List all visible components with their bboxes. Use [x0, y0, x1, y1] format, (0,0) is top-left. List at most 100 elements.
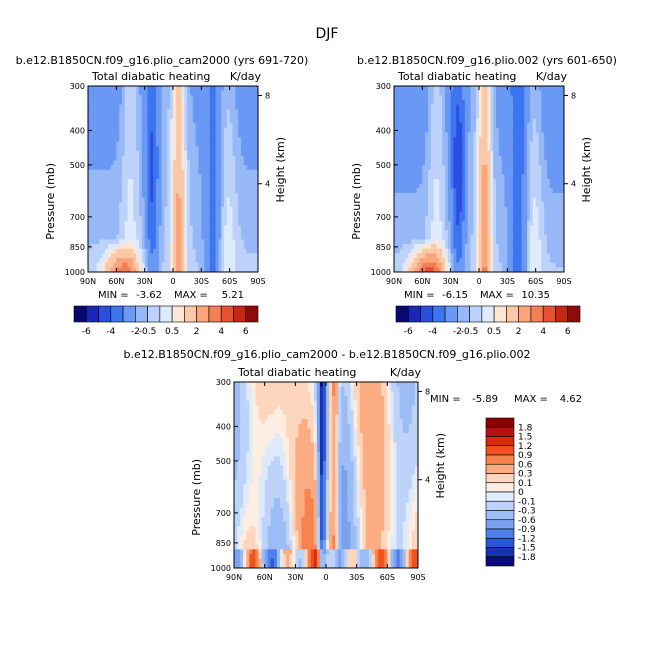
- field-cell: [90, 258, 95, 264]
- field-cell: [192, 225, 197, 231]
- field-cell: [181, 262, 185, 268]
- field-cell: [173, 192, 177, 198]
- field-cell: [396, 211, 401, 217]
- field-cell: [88, 253, 92, 259]
- field-cell: [249, 188, 253, 194]
- field-cell: [93, 123, 97, 129]
- field-cell: [535, 165, 539, 171]
- field-cell: [496, 206, 500, 212]
- field-cell: [462, 151, 466, 157]
- field-cell: [430, 192, 435, 198]
- field-cell: [549, 99, 554, 105]
- field-cell: [99, 118, 103, 124]
- field-cell: [394, 90, 398, 96]
- field-cell: [119, 258, 123, 264]
- field-cell: [144, 174, 148, 180]
- field-cell: [439, 104, 443, 110]
- field-cell: [116, 258, 120, 264]
- field-cell: [241, 146, 245, 152]
- field-cell: [498, 267, 503, 272]
- field-cell: [513, 202, 517, 208]
- field-cell: [96, 141, 100, 147]
- field-cell: [558, 86, 562, 92]
- field-cell: [102, 86, 106, 92]
- x-tick-label: 60N: [414, 277, 430, 286]
- field-cell: [558, 179, 562, 185]
- field-cell: [515, 230, 520, 236]
- field-cell: [116, 90, 120, 96]
- field-cell: [422, 248, 426, 254]
- field-cell: [212, 86, 216, 92]
- field-cell: [127, 216, 131, 222]
- field-cell: [501, 248, 505, 254]
- field-cell: [201, 160, 205, 166]
- field-cell: [133, 174, 137, 180]
- field-cell: [139, 192, 143, 198]
- field-cell: [445, 267, 449, 272]
- field-cell: [167, 160, 171, 166]
- field-cell: [547, 113, 551, 119]
- field-cell: [501, 109, 505, 115]
- field-cell: [161, 253, 165, 259]
- field-cell: [88, 118, 92, 124]
- field-cell: [496, 267, 500, 272]
- field-cell: [447, 118, 452, 124]
- field-cell: [513, 230, 517, 236]
- field-cell: [139, 109, 143, 115]
- field-cell: [394, 109, 398, 115]
- field-cell: [207, 188, 211, 194]
- field-cell: [558, 118, 562, 124]
- field-cell: [549, 244, 554, 250]
- field-cell: [547, 109, 551, 115]
- field-cell: [201, 132, 205, 138]
- field-cell: [201, 248, 205, 254]
- field-cell: [535, 244, 539, 250]
- field-cell: [467, 202, 471, 208]
- field-cell: [150, 104, 154, 110]
- field-cell: [555, 267, 559, 272]
- field-cell: [541, 99, 545, 105]
- field-cell: [201, 146, 205, 152]
- field-cell: [487, 155, 491, 161]
- field-cell: [192, 230, 197, 236]
- field-cell: [167, 220, 171, 226]
- field-cell: [212, 160, 216, 166]
- field-cell: [99, 113, 103, 119]
- field-cell: [153, 86, 157, 92]
- field-cell: [147, 104, 151, 110]
- field-cell: [405, 141, 409, 147]
- field-cell: [235, 179, 239, 185]
- field-cell: [184, 192, 188, 198]
- field-cell: [124, 137, 129, 143]
- field-cell: [396, 169, 401, 175]
- field-cell: [207, 192, 211, 198]
- field-cell: [433, 188, 437, 194]
- field-cell: [484, 160, 488, 166]
- field-cell: [224, 258, 228, 264]
- field-cell: [96, 234, 100, 240]
- field-cell: [453, 188, 457, 194]
- field-cell: [521, 220, 525, 226]
- field-cell: [538, 253, 542, 259]
- field-cell: [411, 165, 415, 171]
- field-cell: [99, 86, 103, 92]
- field-cell: [459, 141, 463, 147]
- field-cell: [439, 244, 443, 250]
- field-cell: [496, 160, 500, 166]
- field-cell: [204, 202, 208, 208]
- field-cell: [243, 239, 248, 245]
- field-cell: [229, 90, 233, 96]
- field-cell: [515, 90, 520, 96]
- field-cell: [487, 137, 491, 143]
- field-cell: [515, 160, 520, 166]
- field-cell: [238, 225, 242, 231]
- field-cell: [515, 137, 520, 143]
- field-cell: [243, 137, 248, 143]
- field-cell: [232, 258, 236, 264]
- field-cell: [416, 137, 420, 143]
- field-cell: [102, 109, 106, 115]
- field-cell: [161, 155, 165, 161]
- field-cell: [479, 137, 483, 143]
- field-cell: [133, 225, 137, 231]
- field-cell: [561, 262, 564, 268]
